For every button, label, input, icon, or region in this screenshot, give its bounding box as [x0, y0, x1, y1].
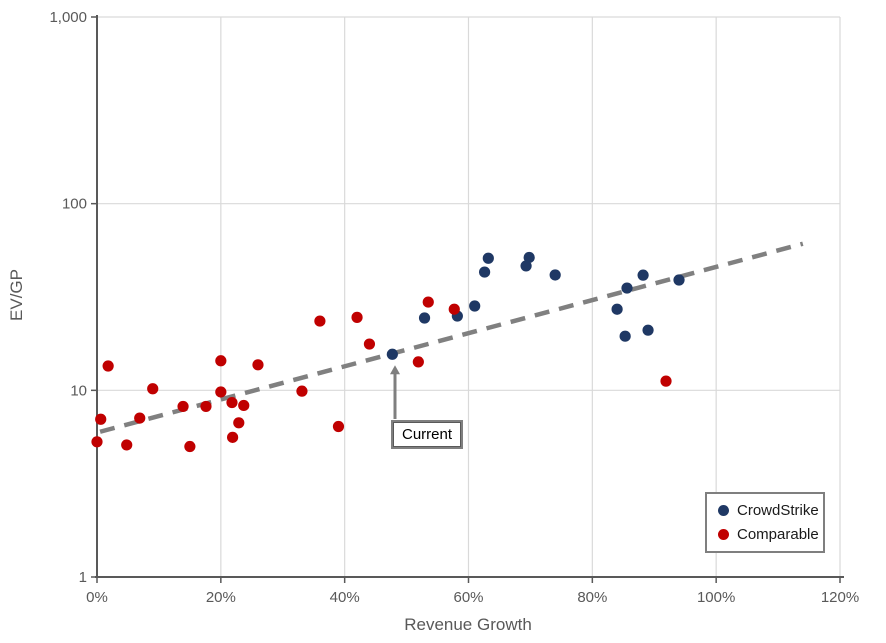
data-point-crowdstrike: [673, 274, 685, 286]
x-tick-label: 20%: [206, 589, 236, 606]
x-tick-label: 120%: [821, 589, 859, 606]
data-point-comparable: [215, 355, 227, 367]
x-tick-label: 0%: [86, 589, 108, 606]
data-point-crowdstrike: [418, 312, 431, 324]
data-point-crowdstrike: [621, 282, 633, 294]
data-point-comparable: [296, 385, 308, 397]
data-point-crowdstrike: [469, 300, 481, 312]
current-annotation-label: Current: [401, 426, 453, 443]
data-point-crowdstrike: [523, 251, 535, 264]
legend-label-crowdstrike: CrowdStrike: [737, 502, 819, 519]
data-point-comparable: [314, 315, 326, 327]
data-point-comparable: [147, 383, 159, 395]
data-point-crowdstrike: [386, 348, 398, 360]
data-point-comparable: [226, 396, 238, 409]
data-point-comparable: [363, 338, 376, 350]
data-point-comparable: [226, 431, 239, 443]
data-point-comparable: [177, 400, 189, 413]
data-point-comparable: [95, 413, 107, 425]
data-point-comparable: [351, 311, 363, 323]
data-point-crowdstrike: [482, 252, 494, 264]
comparable-marker-icon: [718, 529, 729, 540]
legend-item-crowdstrike: CrowdStrike: [718, 502, 823, 519]
data-point-crowdstrike: [637, 269, 649, 281]
legend-label-comparable: Comparable: [737, 526, 819, 543]
current-arrow-icon: [390, 365, 400, 375]
data-point-comparable: [91, 436, 103, 448]
y-tick-label: 100: [62, 196, 87, 213]
data-point-comparable: [252, 359, 264, 371]
data-point-crowdstrike: [611, 303, 623, 315]
x-axis-title: Revenue Growth: [404, 615, 532, 634]
data-point-crowdstrike: [642, 324, 654, 336]
y-tick-label: 1: [79, 569, 87, 586]
data-point-comparable: [660, 375, 672, 387]
data-point-comparable: [200, 400, 212, 413]
data-point-comparable: [332, 420, 345, 433]
data-point-comparable: [121, 439, 133, 451]
data-point-comparable: [238, 399, 250, 412]
x-tick-label: 60%: [453, 589, 483, 606]
crowdstrike-marker-icon: [718, 505, 729, 516]
x-tick-label: 40%: [330, 589, 360, 606]
data-point-crowdstrike: [478, 266, 491, 278]
data-point-comparable: [134, 412, 146, 424]
data-point-comparable: [233, 417, 245, 429]
data-point-crowdstrike: [520, 260, 532, 272]
current-annotation: Current: [391, 420, 463, 449]
y-tick-label: 1,000: [49, 9, 87, 26]
data-point-comparable: [102, 360, 114, 372]
legend: CrowdStrike Comparable: [705, 492, 825, 553]
y-axis-title: EV/GP: [7, 269, 26, 321]
data-point-crowdstrike: [619, 330, 631, 342]
data-point-crowdstrike: [549, 269, 561, 281]
x-tick-label: 100%: [697, 589, 735, 606]
data-point-comparable: [412, 356, 424, 368]
data-point-comparable: [215, 386, 227, 398]
x-tick-label: 80%: [577, 589, 607, 606]
data-point-comparable: [422, 296, 434, 308]
data-point-comparable: [448, 303, 460, 315]
trend-line: [99, 241, 804, 434]
legend-item-comparable: Comparable: [718, 526, 823, 543]
data-point-comparable: [184, 440, 196, 453]
y-tick-label: 10: [70, 382, 87, 399]
